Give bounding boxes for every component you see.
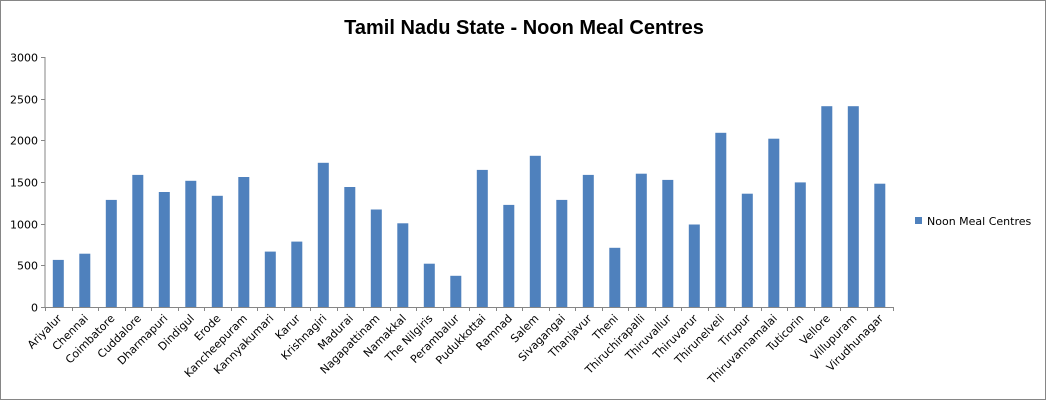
y-tick-label: 2500: [10, 94, 38, 107]
bar: [317, 162, 329, 307]
bar: [476, 169, 488, 307]
bar: [238, 177, 250, 307]
y-tick-label: 1500: [10, 177, 38, 190]
legend: Noon Meal Centres: [915, 215, 1031, 228]
bar: [609, 247, 621, 307]
bar: [79, 253, 91, 307]
bar: [741, 193, 753, 307]
bar: [794, 182, 806, 307]
legend-label: Noon Meal Centres: [927, 215, 1031, 228]
bars: [52, 106, 886, 308]
y-axis: 0 500 1000 1500 2000 2500 3000: [10, 52, 46, 315]
bar: [397, 223, 409, 308]
bar: [768, 138, 780, 307]
bar: [450, 275, 462, 308]
bar: [529, 155, 541, 308]
legend-swatch: [915, 217, 922, 224]
x-axis: AriyalurChennaiCoimbatoreCuddaloreDharma…: [25, 307, 894, 387]
bar: [264, 251, 276, 307]
bar: [821, 106, 833, 307]
bar: [847, 106, 859, 307]
bar: [211, 195, 223, 308]
bar: [132, 174, 144, 307]
bar: [688, 224, 700, 307]
bar: [105, 199, 117, 307]
y-tick-label: 1000: [10, 219, 38, 232]
bar: [185, 180, 197, 308]
bar: [662, 179, 674, 307]
bar: [874, 183, 886, 307]
bar: [503, 204, 515, 307]
y-tick-label: 3000: [10, 52, 38, 65]
y-tick-label: 500: [17, 260, 38, 273]
bar: [370, 209, 382, 307]
y-tick-label: 0: [31, 302, 38, 315]
chart-title: Tamil Nadu State - Noon Meal Centres: [344, 17, 704, 39]
bar: [556, 199, 568, 307]
bar: [715, 132, 727, 307]
bar: [582, 174, 594, 307]
bar: [291, 241, 303, 307]
bar: [52, 259, 64, 307]
bar: [635, 173, 647, 307]
bar: [423, 263, 435, 307]
bar: [344, 187, 356, 307]
y-tick-label: 2000: [10, 135, 38, 148]
bar: [158, 192, 170, 307]
